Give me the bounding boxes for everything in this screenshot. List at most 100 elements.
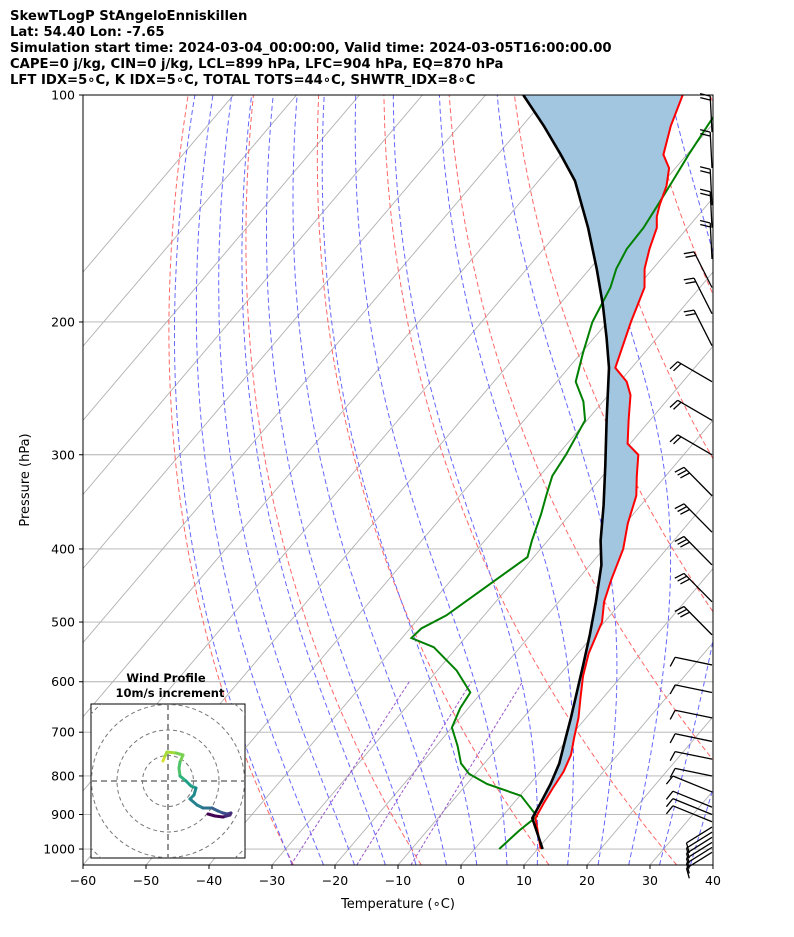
moist-adiabat (321, 95, 478, 865)
isotherm-line (397, 493, 713, 865)
y-tick-label: 700 (51, 725, 75, 740)
wind-barb (683, 251, 713, 288)
mixing-ratio-line (410, 681, 523, 865)
wind-barb (669, 399, 713, 421)
wind-profile-inset: Wind Profile 10m/s increment (90, 671, 246, 859)
wind-barb (665, 805, 713, 823)
hodograph-segment (188, 797, 199, 807)
wind-barb (669, 656, 713, 667)
wind-barb (665, 797, 713, 816)
mixing-ratio-line (356, 681, 472, 865)
wind-barb (665, 790, 713, 808)
dry-adiabat (513, 95, 713, 613)
x-tick-label: −50 (133, 873, 159, 888)
x-tick-label: 0 (457, 873, 465, 888)
x-tick-label: −30 (259, 873, 285, 888)
wind-barb (674, 503, 713, 533)
x-tick-label: −40 (196, 873, 222, 888)
inset-title: Wind Profile (126, 671, 206, 685)
wind-barb (685, 851, 713, 879)
moist-adiabat (496, 95, 618, 865)
isotherm-line (649, 790, 713, 865)
axes: −60 −50 −40 −30 −20 −10 0 10 20 30 40 100 200 300 400 5… (43, 88, 721, 889)
y-tick-label: 100 (51, 88, 75, 103)
inset-subtitle: 10m/s increment (116, 686, 225, 700)
isotherm-line (523, 641, 713, 865)
moist-adiabat (292, 95, 447, 865)
isotherm-line (83, 95, 297, 347)
title-line-2: Lat: 54.40 Lon: -7.65 (10, 25, 165, 40)
wind-barb (683, 309, 713, 346)
moist-adiabat (266, 95, 417, 865)
moist-adiabat (354, 95, 508, 865)
wind-barb (685, 836, 713, 864)
wind-barb (669, 733, 713, 744)
x-axis-label: Temperature (∘C) (340, 897, 455, 912)
x-tick-label: 20 (579, 873, 595, 888)
hodograph-segment (165, 750, 178, 755)
y-tick-label: 1000 (43, 842, 75, 857)
wind-barb (699, 188, 713, 228)
y-tick-label: 400 (51, 541, 75, 556)
y-tick-label: 300 (51, 447, 75, 462)
isotherm-line (586, 716, 713, 865)
title-line-5: LFT IDX=5∘C, K IDX=5∘C, TOTAL TOTS=44∘C,… (10, 73, 476, 88)
isotherm-line (83, 95, 549, 644)
wind-barb (674, 466, 713, 497)
isotherm-line (83, 95, 360, 421)
x-tick-label: −20 (322, 873, 348, 888)
moist-adiabat (174, 95, 293, 865)
isotherm-line (712, 864, 713, 865)
moist-adiabat (659, 95, 713, 865)
title-line-1: SkewTLogP StAngeloEnniskillen (10, 9, 248, 24)
x-tick-label: −10 (385, 873, 411, 888)
wind-barb (669, 361, 713, 383)
wind-barb (674, 535, 713, 566)
moist-adiabat (689, 786, 713, 865)
temperature-line (534, 95, 684, 850)
y-tick-label: 900 (51, 807, 75, 822)
title-line-4: CAPE=0 j/kg, CIN=0 j/kg, LCL=899 hPa, LF… (10, 57, 504, 72)
wind-barb (674, 605, 713, 636)
wind-barb (669, 684, 713, 695)
wind-barb (699, 128, 713, 169)
x-tick-label: 40 (705, 873, 721, 888)
wind-barb (685, 831, 713, 859)
dry-adiabat (168, 95, 294, 865)
y-tick-label: 500 (51, 615, 75, 630)
isotherm-line (83, 95, 234, 273)
y-axis-label: Pressure (hPa) (18, 433, 33, 526)
isotherm-line (145, 197, 713, 865)
moist-adiabat (241, 95, 386, 865)
y-tick-label: 600 (51, 674, 75, 689)
wind-barb (669, 434, 713, 456)
dry-adiabat (709, 95, 713, 106)
plot-area (83, 95, 794, 865)
dry-adiabat (644, 95, 713, 296)
title-line-3: Simulation start time: 2024-03-04_00:00:… (10, 41, 612, 56)
moist-adiabat (195, 95, 324, 865)
isotherm-line (271, 345, 713, 865)
wind-barb (699, 166, 713, 206)
dry-adiabat (448, 95, 713, 761)
isotherm-line (83, 95, 612, 718)
wind-barb (669, 709, 713, 720)
dewpoint-line (409, 115, 713, 850)
dry-adiabat (776, 95, 794, 865)
y-tick-label: 800 (51, 768, 75, 783)
wind-barb (674, 572, 713, 603)
mixing-ratio-line (290, 681, 410, 865)
x-tick-label: 10 (516, 873, 532, 888)
parcel-line (522, 95, 611, 850)
x-tick-label: 30 (642, 873, 658, 888)
moist-adiabat (571, 95, 672, 865)
wind-barb (699, 219, 713, 260)
cape-shading (523, 95, 683, 804)
isotherm-line (208, 271, 713, 865)
y-tick-label: 200 (51, 314, 75, 329)
wind-barb (683, 277, 713, 314)
moist-adiabat (438, 95, 574, 865)
hodograph-segment (206, 812, 217, 818)
dry-adiabat (316, 95, 550, 865)
